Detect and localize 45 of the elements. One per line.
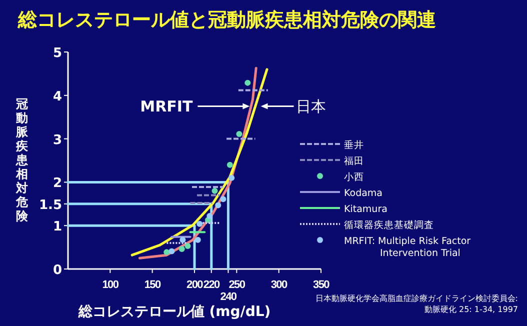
- y-tick-label: 5: [52, 46, 62, 61]
- legend-label: 小西: [344, 171, 364, 183]
- legend-label: MRFIT: Multiple Risk Factor Intervention Trial: [344, 236, 471, 259]
- x-tick-label: 300: [270, 279, 288, 291]
- x-tick-label: 220: [203, 279, 220, 291]
- legend-label: Kitamura: [344, 204, 388, 215]
- point: [194, 236, 201, 243]
- point: [184, 243, 191, 249]
- x-tick-label: 350: [313, 279, 330, 291]
- legend-label: 垂井: [344, 139, 364, 151]
- x-tick-label: 100: [102, 279, 119, 291]
- point: [196, 220, 203, 227]
- point: [220, 196, 226, 202]
- annotation: 240: [220, 291, 237, 303]
- chart-title: 総コレステロール値と冠動脈疾患相対危険の関連: [17, 9, 436, 31]
- y-tick-label: 4: [52, 89, 62, 104]
- text: 日本動脈硬化学会高脂血症診療ガイドライン検討委員会:: [315, 294, 518, 303]
- point: [236, 131, 242, 138]
- y-tick-label: 1.5: [38, 198, 62, 213]
- x-axis-title: 総コレステロール値 (mg/dL): [77, 304, 271, 320]
- legend-label: 循環器疾患基礎調査: [344, 219, 434, 231]
- legend-label: Kodama: [344, 188, 382, 199]
- y-tick-label: 0: [52, 263, 62, 278]
- text: 冠動脈疾患相対危険: [16, 97, 28, 223]
- point: [164, 249, 170, 256]
- point: [244, 80, 251, 86]
- y-tick-label: 1: [52, 220, 62, 235]
- x-tick-label: 250: [228, 279, 246, 291]
- point: [168, 248, 175, 254]
- point: [215, 202, 222, 208]
- annotation: MRFIT: [140, 97, 194, 116]
- point: [178, 246, 185, 252]
- x-tick-label: 150: [144, 279, 161, 291]
- point: [212, 188, 218, 194]
- point: [180, 236, 186, 243]
- point: [226, 162, 233, 168]
- point: [206, 213, 213, 220]
- y-tick-label: 3: [52, 132, 62, 148]
- x-tick-label: 200: [186, 279, 204, 291]
- y-tick-label: 2: [52, 176, 62, 192]
- text: 動脈硬化 25: 1-34, 1997: [424, 305, 518, 314]
- legend-label: 福田: [344, 155, 364, 167]
- annotation: 日本: [296, 97, 326, 116]
- line-series: [130, 68, 268, 256]
- point: [228, 174, 235, 181]
